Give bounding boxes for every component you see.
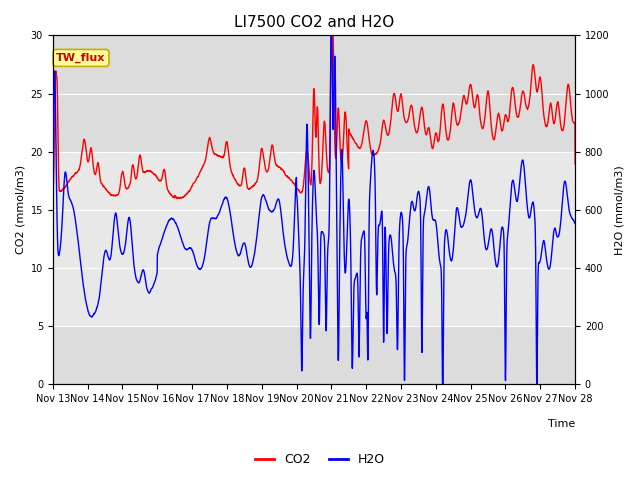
Legend: CO2, H2O: CO2, H2O [250,448,390,471]
Y-axis label: H2O (mmol/m3): H2O (mmol/m3) [615,165,625,255]
Title: LI7500 CO2 and H2O: LI7500 CO2 and H2O [234,15,394,30]
Text: Time: Time [548,420,575,429]
Y-axis label: CO2 (mmol/m3): CO2 (mmol/m3) [15,165,25,254]
Text: TW_flux: TW_flux [56,53,106,63]
Bar [52,152,575,326]
